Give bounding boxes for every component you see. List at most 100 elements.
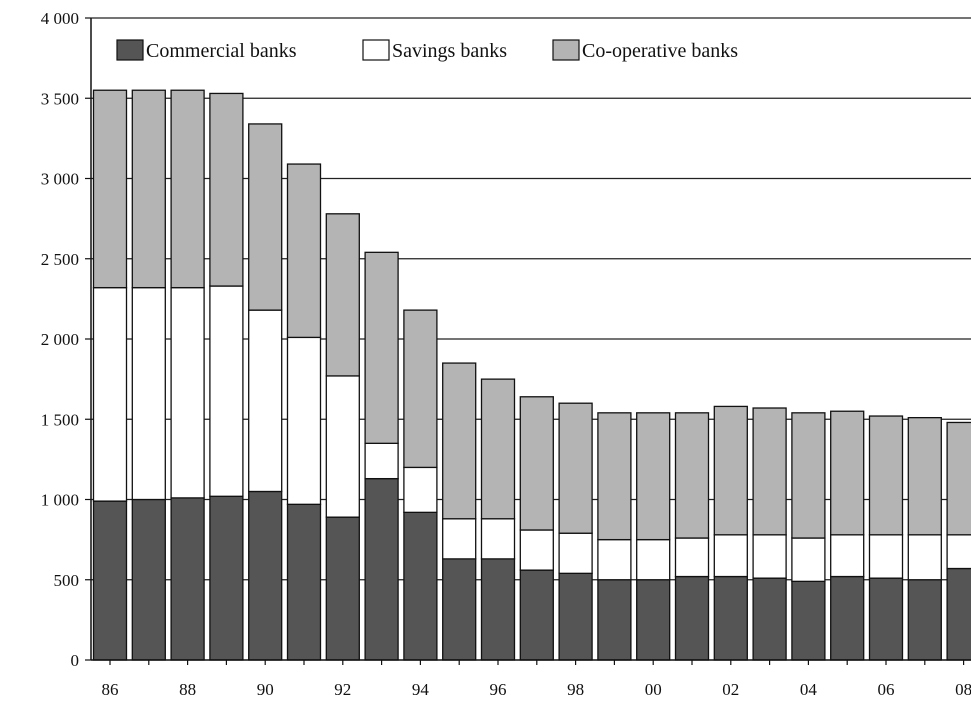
legend-label-savings: Savings banks bbox=[392, 40, 507, 62]
bar-cooperative-07 bbox=[907, 416, 942, 536]
x-tick-label: 00 bbox=[645, 680, 662, 699]
bar-commercial-01 bbox=[674, 575, 710, 661]
y-tick-label: 1 500 bbox=[41, 410, 79, 429]
x-tick-label: 86 bbox=[102, 680, 119, 699]
bar-cooperative-06 bbox=[868, 415, 904, 536]
bar-commercial-96 bbox=[480, 558, 516, 661]
y-tick-label: 4 000 bbox=[41, 9, 79, 28]
bar-savings-06 bbox=[868, 534, 904, 579]
bar-commercial-05 bbox=[830, 575, 865, 661]
bar-cooperative-88 bbox=[170, 89, 205, 289]
x-tick-label: 98 bbox=[567, 680, 584, 699]
bar-savings-08 bbox=[946, 534, 971, 570]
bar-cooperative-86 bbox=[92, 89, 128, 289]
y-tick-labels: 0 500 1 000 1 500 2 000 2 500 3 000 3 500 4 000 bbox=[41, 9, 91, 670]
bar-commercial-90 bbox=[248, 490, 283, 661]
bar-commercial-86 bbox=[92, 500, 128, 661]
bar-commercial-08 bbox=[946, 567, 971, 661]
bar-savings-91 bbox=[286, 336, 322, 505]
bar-cooperative-05 bbox=[830, 410, 865, 536]
bar-commercial-00 bbox=[636, 579, 671, 661]
bar-cooperative-99 bbox=[597, 412, 632, 541]
bar-commercial-89 bbox=[209, 495, 244, 661]
bar-commercial-99 bbox=[597, 579, 632, 661]
bar-savings-04 bbox=[791, 537, 826, 583]
x-tick-label: 06 bbox=[878, 680, 895, 699]
x-tick-label: 04 bbox=[800, 680, 818, 699]
bar-commercial-03 bbox=[752, 577, 787, 661]
legend-label-commercial: Commercial banks bbox=[146, 40, 297, 62]
x-tick-label: 02 bbox=[722, 680, 739, 699]
bar-cooperative-96 bbox=[480, 378, 516, 520]
x-tick-label: 96 bbox=[490, 680, 507, 699]
bar-cooperative-00 bbox=[636, 412, 671, 541]
bar-savings-89 bbox=[209, 285, 244, 497]
legend-swatch-cooperative bbox=[552, 39, 580, 61]
bar-savings-07 bbox=[907, 534, 942, 581]
legend-swatch-commercial bbox=[116, 39, 144, 61]
bar-cooperative-93 bbox=[364, 251, 399, 444]
y-tick-label: 2 000 bbox=[41, 330, 79, 349]
bar-commercial-93 bbox=[364, 477, 399, 661]
bar-commercial-94 bbox=[403, 511, 438, 661]
bar-commercial-06 bbox=[868, 577, 904, 661]
bar-commercial-91 bbox=[286, 503, 322, 661]
legend-swatch-savings bbox=[362, 39, 390, 61]
bar-commercial-97 bbox=[519, 569, 554, 661]
bar-savings-86 bbox=[92, 286, 128, 502]
bar-cooperative-08 bbox=[946, 421, 971, 536]
bar-cooperative-03 bbox=[752, 407, 787, 536]
bar-cooperative-89 bbox=[209, 92, 244, 287]
y-tick-label: 2 500 bbox=[41, 250, 79, 269]
bar-savings-88 bbox=[170, 286, 205, 499]
x-tick-label: 08 bbox=[955, 680, 971, 699]
bar-commercial-87 bbox=[131, 498, 166, 661]
bar-savings-05 bbox=[830, 534, 865, 578]
bar-cooperative-04 bbox=[791, 412, 826, 539]
bar-commercial-07 bbox=[907, 579, 942, 661]
bar-savings-93 bbox=[364, 442, 399, 480]
bar-cooperative-92 bbox=[325, 213, 360, 377]
bar-cooperative-98 bbox=[558, 402, 593, 534]
bar-cooperative-95 bbox=[442, 362, 477, 520]
bar-savings-03 bbox=[752, 534, 787, 579]
bar-savings-92 bbox=[325, 375, 360, 518]
bar-cooperative-87 bbox=[131, 89, 166, 289]
x-tick-label: 90 bbox=[257, 680, 274, 699]
bar-commercial-98 bbox=[558, 572, 593, 661]
x-tick-label: 94 bbox=[412, 680, 430, 699]
bar-savings-99 bbox=[597, 538, 632, 581]
y-tick-label: 3 000 bbox=[41, 170, 79, 189]
legend-label-cooperative: Co-operative banks bbox=[582, 40, 738, 62]
bar-savings-01 bbox=[674, 537, 710, 578]
y-tick-label: 3 500 bbox=[41, 89, 79, 108]
bar-savings-95 bbox=[442, 518, 477, 560]
y-tick-label: 1 000 bbox=[41, 491, 79, 510]
bar-savings-87 bbox=[131, 286, 166, 501]
bar-savings-96 bbox=[480, 518, 516, 560]
bars bbox=[92, 89, 971, 661]
bar-commercial-92 bbox=[325, 516, 360, 661]
bar-commercial-04 bbox=[791, 580, 826, 661]
bar-savings-94 bbox=[403, 466, 438, 513]
bar-cooperative-90 bbox=[248, 123, 283, 311]
bar-savings-00 bbox=[636, 538, 671, 581]
x-tick-label: 88 bbox=[179, 680, 196, 699]
bar-cooperative-91 bbox=[286, 163, 322, 339]
y-tick-label: 0 bbox=[71, 651, 80, 670]
y-tick-label: 500 bbox=[54, 571, 80, 590]
bar-savings-90 bbox=[248, 309, 283, 493]
legend: Commercial banks Savings banks Co-operat… bbox=[116, 39, 738, 62]
bar-commercial-88 bbox=[170, 497, 205, 661]
x-tick-label: 92 bbox=[334, 680, 351, 699]
bar-commercial-95 bbox=[442, 558, 477, 661]
bar-cooperative-02 bbox=[713, 405, 748, 536]
bar-commercial-02 bbox=[713, 575, 748, 661]
bar-cooperative-01 bbox=[674, 412, 710, 539]
bar-cooperative-94 bbox=[403, 309, 438, 469]
bar-savings-02 bbox=[713, 534, 748, 578]
bar-savings-98 bbox=[558, 532, 593, 574]
bar-savings-97 bbox=[519, 529, 554, 571]
bar-cooperative-97 bbox=[519, 396, 554, 531]
